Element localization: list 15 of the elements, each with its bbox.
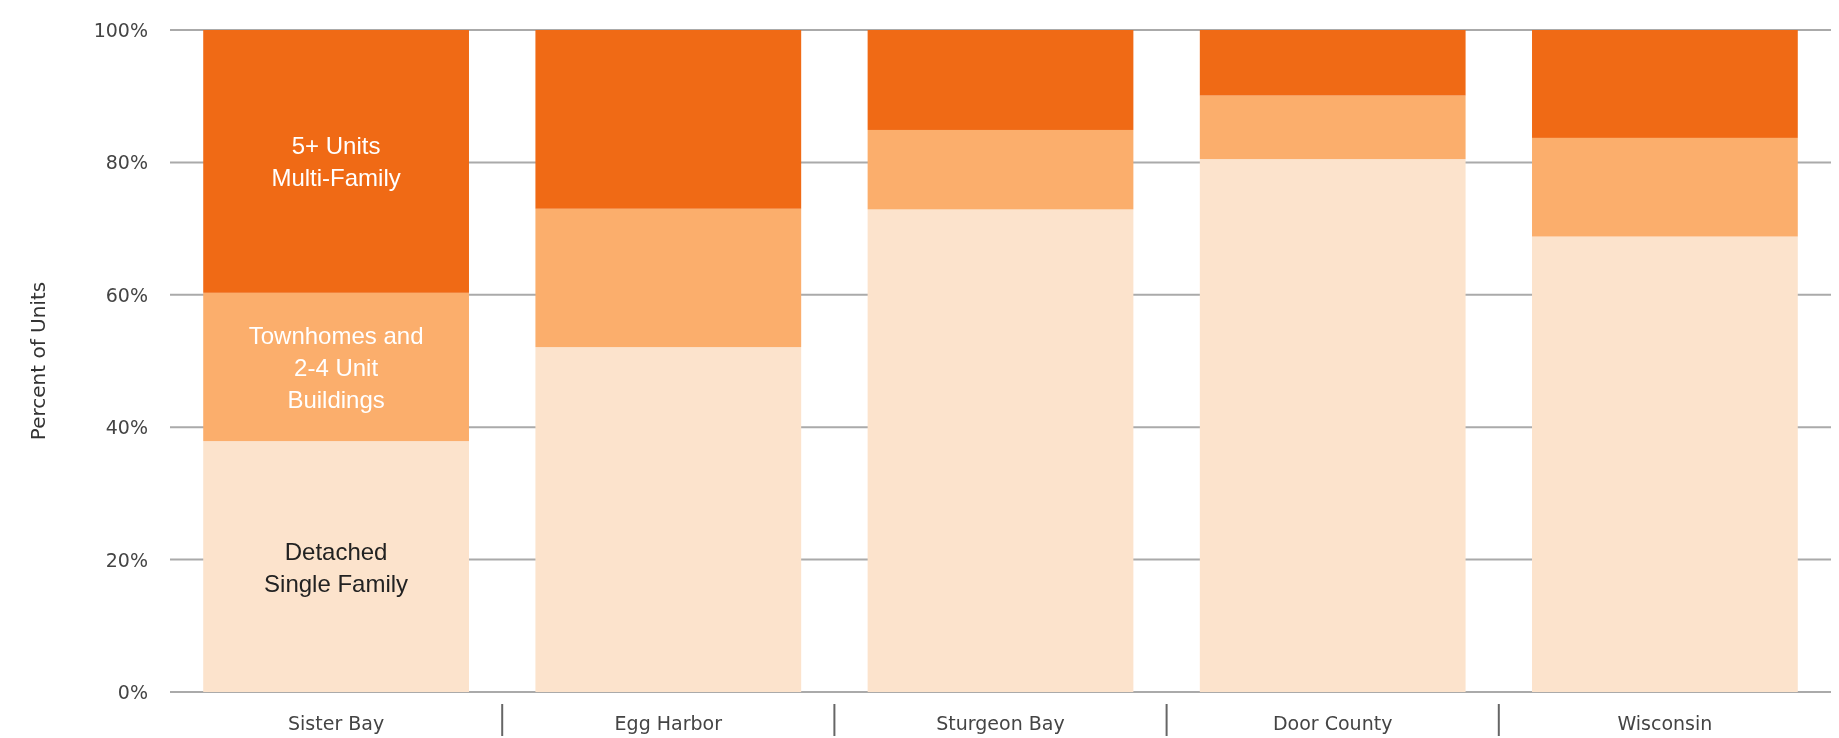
series-label: 5+ Units Multi-Family [271, 131, 401, 191]
series-label: Detached Single Family [264, 537, 409, 597]
x-tick-label: Sturgeon Bay [936, 712, 1065, 734]
x-tick-label: Sister Bay [288, 712, 385, 734]
y-axis-title: Percent of Units [26, 281, 50, 441]
y-tick-label: 60% [105, 283, 148, 306]
y-tick-label: 100% [93, 19, 148, 41]
series-label: Townhomes and 2-4 Unit Buildings [248, 321, 424, 413]
x-tick-label: Wisconsin [1617, 712, 1713, 734]
y-tick-label: 40% [105, 416, 148, 439]
x-tick-label: Door County [1273, 712, 1393, 734]
x-tick-label: Egg Harbor [614, 712, 723, 734]
y-tick-label: 20% [105, 548, 148, 571]
y-tick-label: 80% [105, 151, 148, 174]
y-tick-label: 0% [117, 681, 148, 703]
